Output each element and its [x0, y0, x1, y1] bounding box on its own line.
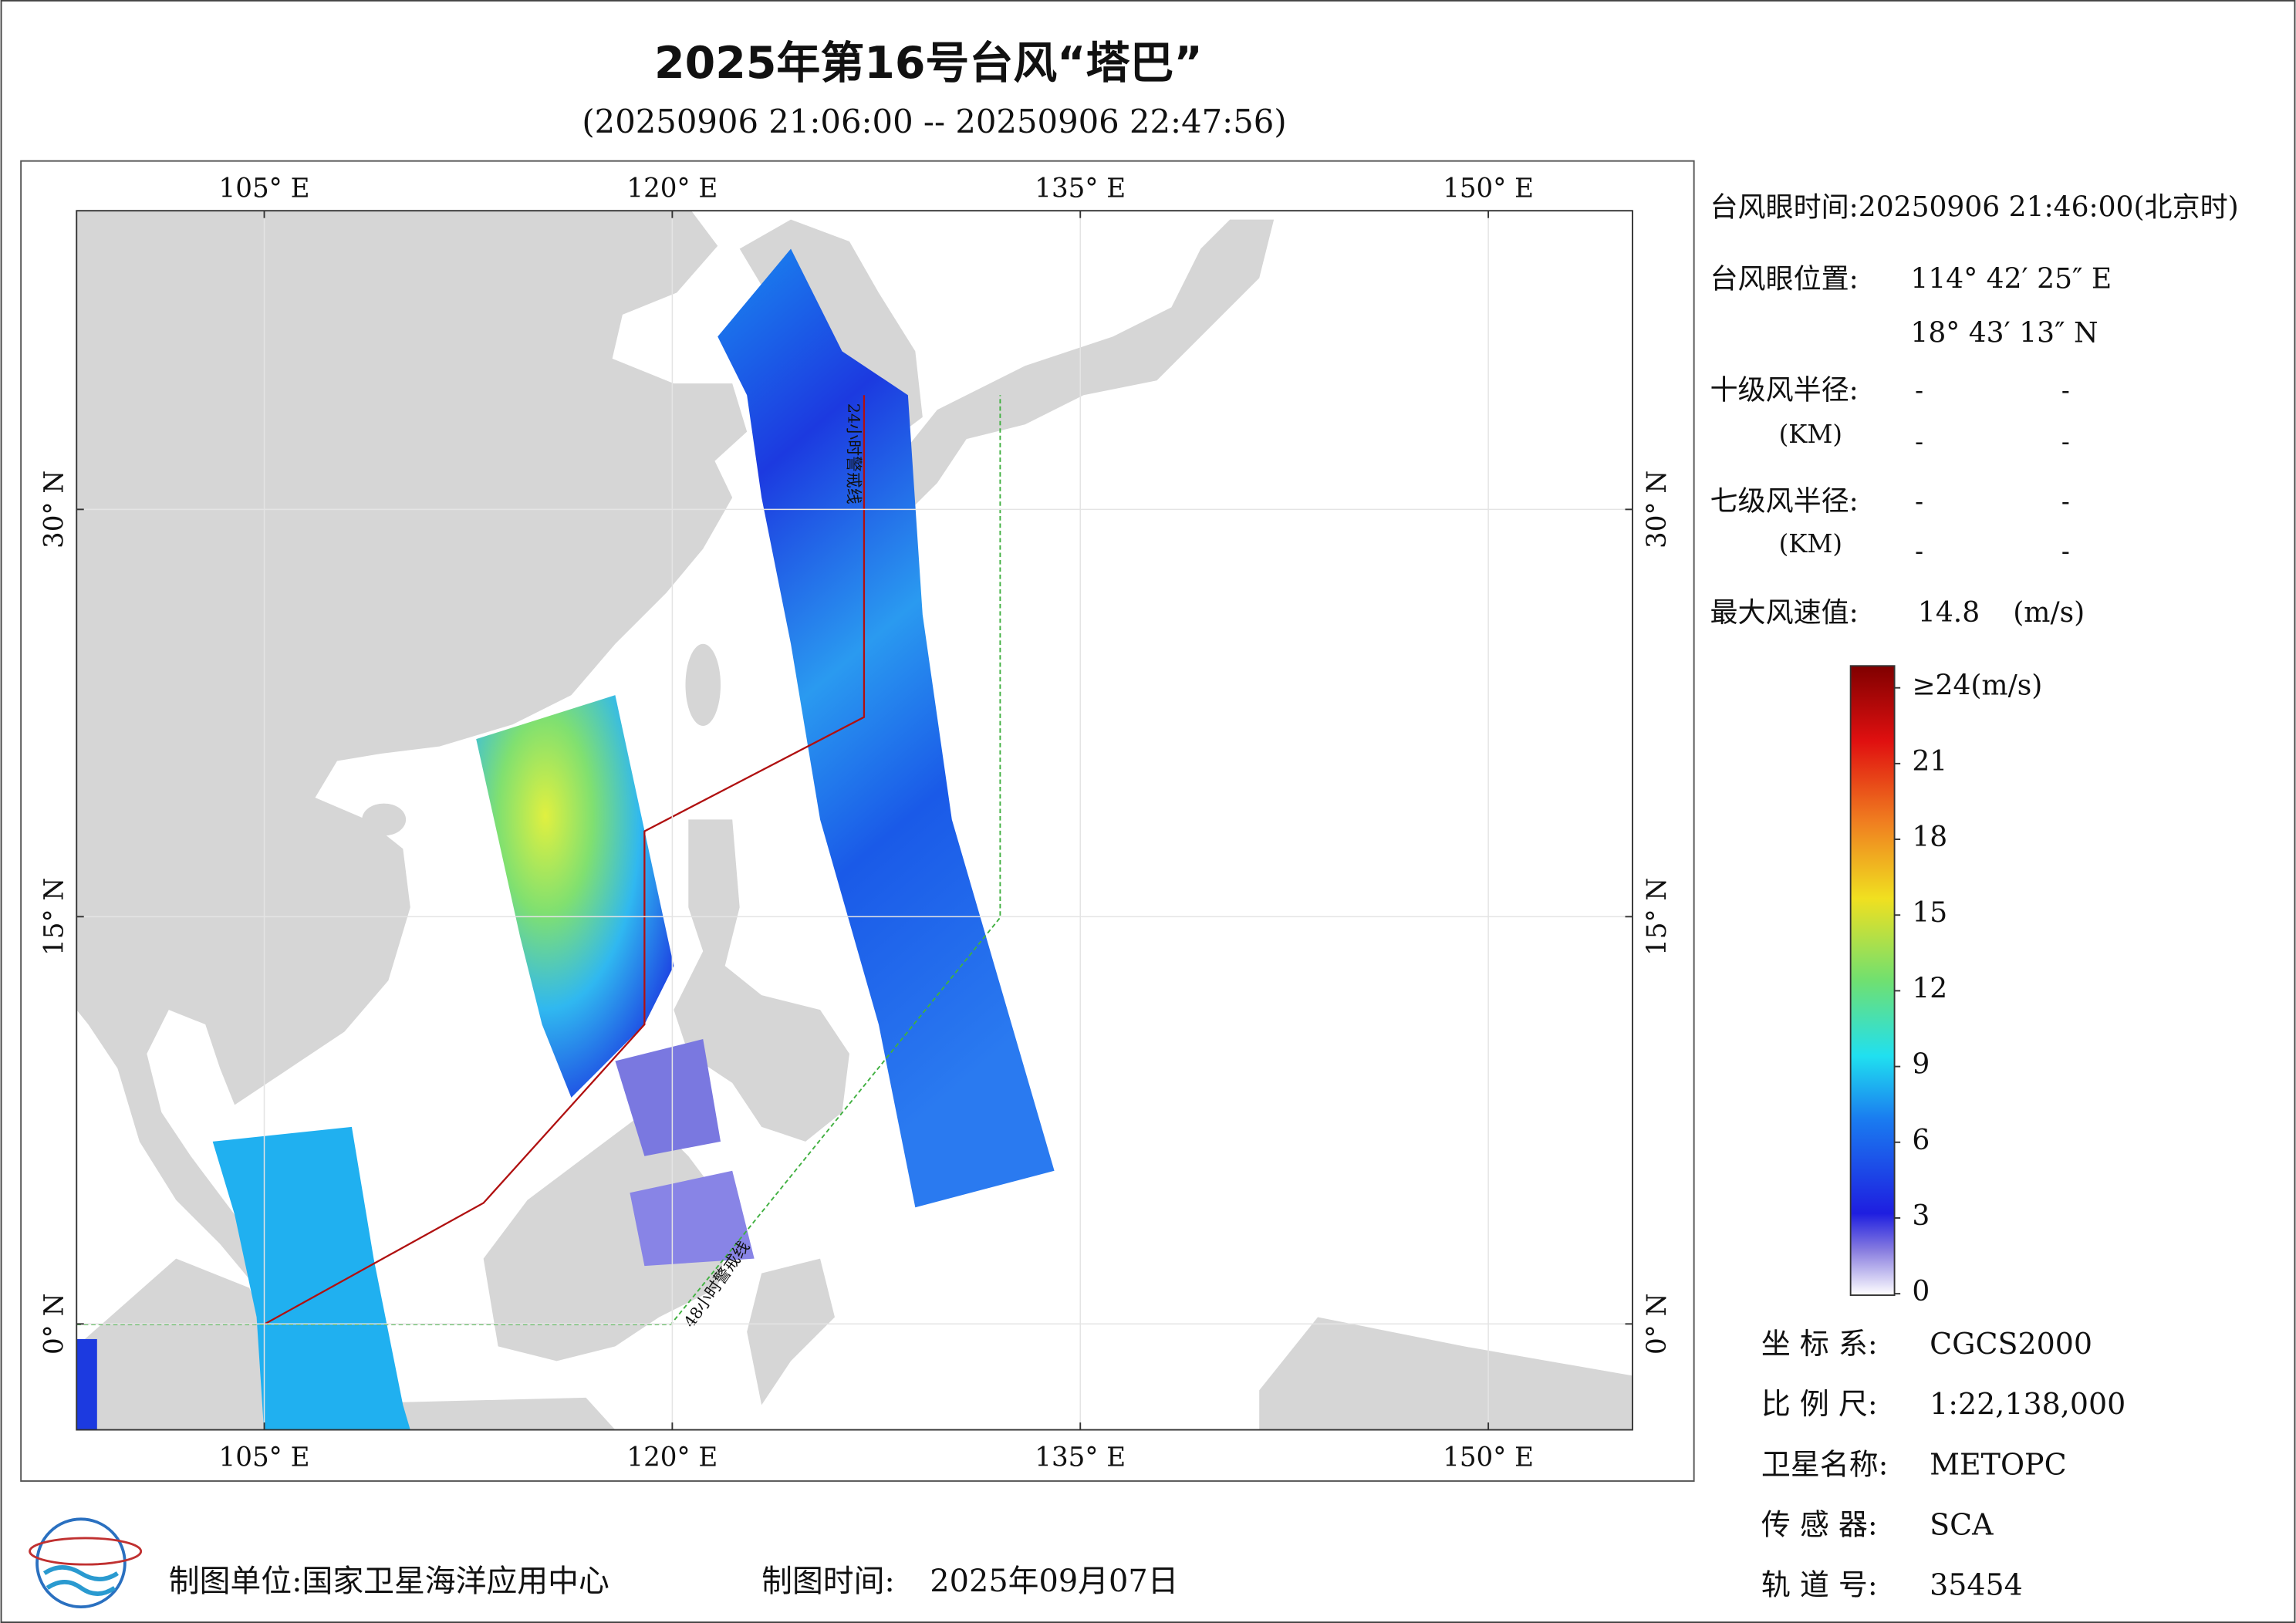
map-outer-frame [20, 160, 1695, 1482]
land [76, 211, 748, 1288]
r10-value: - [2061, 427, 2070, 456]
meta-label: 坐 标 系: [1761, 1327, 1878, 1361]
km-unit: (KM) [1779, 529, 1842, 558]
warning-line-24h [263, 395, 866, 1325]
eye-lat: 18° 43′ 13″ N [1910, 317, 2098, 349]
lat-tick-label: 0° N [39, 1294, 70, 1355]
land [1259, 1317, 1633, 1430]
colorbar-tick-label: 18 [1912, 822, 1947, 853]
wind-swath [718, 248, 1055, 1208]
meta-value: 1:22,138,000 [1930, 1387, 2125, 1421]
wind-swath [76, 1338, 97, 1430]
meta-value: CGCS2000 [1930, 1327, 2092, 1361]
r10-value: - [1915, 427, 1923, 456]
colorbar-tick-label: ≥24(m/s) [1912, 670, 2042, 702]
land [685, 643, 721, 727]
meta-value: SCA [1930, 1507, 1994, 1541]
meta-value: 35454 [1930, 1568, 2023, 1602]
max-unit: (m/s) [2013, 597, 2085, 629]
r7-value: - [1915, 487, 1923, 516]
lat-tick-label: 0° N [1642, 1294, 1673, 1355]
map: 24小时警戒线 48小时警戒线 [76, 211, 1633, 1430]
land [483, 1112, 733, 1361]
colorbar-tick-label: 0 [1912, 1276, 1930, 1308]
lon-tick-label: 135° E [1035, 1442, 1126, 1473]
r7-value: - [2061, 487, 2070, 516]
max-value: 14.8 [1918, 597, 1980, 629]
subtitle: (20250906 21:06:00 -- 20250906 22:47:56) [582, 103, 1286, 140]
r10-label: 十级风半径: [1710, 374, 1859, 406]
lat-tick-label: 15° N [39, 878, 70, 956]
wind-swath [615, 1039, 721, 1156]
colorbar [1849, 665, 1896, 1296]
r7-label: 七级风半径: [1710, 486, 1859, 518]
footer-unit: 制图单位:国家卫星海洋应用中心 [169, 1564, 609, 1599]
footer-time: 2025年09月07日 [930, 1564, 1178, 1599]
wind-swath [212, 1126, 410, 1430]
colorbar-tick-label: 12 [1912, 973, 1947, 1004]
lon-tick-label: 135° E [1035, 174, 1126, 204]
colorbar-tick-label: 15 [1912, 897, 1947, 929]
max-label: 最大风速值: [1710, 597, 1859, 629]
title: 2025年第16号台风“塔巴” [654, 38, 1203, 89]
r10-value: - [2061, 376, 2070, 405]
r7-value: - [1915, 537, 1923, 566]
r7-value: - [2061, 537, 2070, 566]
land [747, 1258, 835, 1405]
land [362, 803, 407, 836]
meta-label: 卫星名称: [1761, 1447, 1889, 1481]
colorbar-tick-label: 21 [1912, 746, 1947, 778]
eye-time: 台风眼时间:20250906 21:46:00(北京时) [1710, 191, 2239, 223]
map-frame [76, 210, 1633, 1431]
lon-tick-label: 105° E [219, 174, 310, 204]
lon-tick-label: 150° E [1443, 174, 1534, 204]
colorbar-tick-label: 9 [1912, 1049, 1930, 1081]
lon-tick-label: 105° E [219, 1442, 310, 1473]
eye-pos-label: 台风眼位置: [1710, 263, 1859, 295]
meta-value: METOPC [1930, 1447, 2067, 1481]
eye-lon: 114° 42′ 25″ E [1910, 263, 2112, 295]
land [878, 219, 1275, 513]
meta-label: 传 感 器: [1761, 1507, 1878, 1541]
lat-tick-label: 30° N [1642, 471, 1673, 548]
lon-tick-label: 120° E [626, 1442, 718, 1473]
lon-tick-label: 150° E [1443, 1442, 1534, 1473]
wind-swath [476, 695, 674, 1098]
lat-tick-label: 30° N [39, 471, 70, 548]
footer-time-label: 制图时间: [761, 1564, 895, 1599]
land [674, 819, 849, 1142]
meta-label: 比 例 尺: [1761, 1387, 1878, 1421]
r10-value: - [1915, 376, 1923, 405]
lat-tick-label: 15° N [1642, 878, 1673, 956]
wind-swath [630, 1170, 755, 1267]
lon-tick-label: 120° E [626, 174, 718, 204]
warning-label: 24小时警戒线 [844, 403, 863, 504]
colorbar-tick-label: 6 [1912, 1125, 1930, 1156]
logo [29, 1517, 143, 1609]
meta-label: 轨 道 号: [1761, 1568, 1878, 1602]
colorbar-tick-label: 3 [1912, 1200, 1930, 1232]
km-unit: (KM) [1779, 420, 1842, 449]
